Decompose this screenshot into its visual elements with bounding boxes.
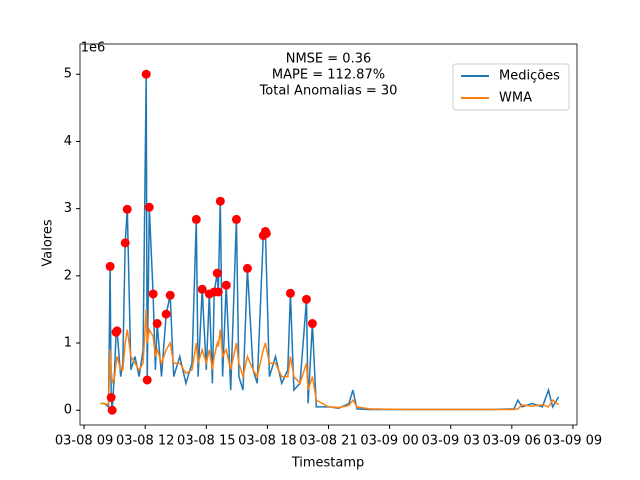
anomaly-point bbox=[105, 261, 115, 271]
y-tick-label: 4 bbox=[64, 134, 72, 149]
anomaly-point bbox=[142, 375, 152, 385]
x-tick-label: 03-08 09 bbox=[55, 434, 113, 449]
x-tick-label: 03-08 18 bbox=[238, 434, 296, 449]
x-axis-label: Timestamp bbox=[291, 456, 365, 471]
anomaly-point bbox=[148, 289, 158, 299]
anomaly-point bbox=[197, 284, 207, 294]
anomaly-point bbox=[213, 287, 223, 297]
anomaly-point bbox=[122, 204, 132, 214]
anomaly-point bbox=[307, 319, 317, 329]
x-tick-label: 03-08 21 bbox=[299, 434, 357, 449]
anomaly-point bbox=[120, 238, 130, 248]
anomaly-point bbox=[191, 214, 201, 224]
plot-frame bbox=[79, 43, 578, 426]
x-tick-label: 03-09 06 bbox=[483, 434, 541, 449]
y-tick-label: 1 bbox=[64, 336, 72, 351]
y-offset-label: 1e6 bbox=[81, 41, 106, 56]
x-tick-label: 03-08 15 bbox=[177, 434, 235, 449]
anomaly-point bbox=[221, 280, 231, 290]
annotation: Total Anomalias = 30 bbox=[259, 84, 398, 99]
anomaly-point bbox=[107, 405, 117, 415]
y-tick-label: 0 bbox=[64, 403, 72, 418]
x-tick-label: 03-09 00 bbox=[360, 434, 418, 449]
anomaly-point bbox=[152, 319, 162, 329]
anomaly-point bbox=[112, 326, 122, 336]
anomaly-point bbox=[215, 196, 225, 206]
anomaly-point bbox=[231, 214, 241, 224]
legend-label: WMA bbox=[499, 91, 532, 106]
annotation: MAPE = 112.87% bbox=[272, 68, 385, 83]
anomaly-point bbox=[302, 294, 312, 304]
anomaly-point bbox=[141, 69, 151, 79]
x-tick-label: 03-08 12 bbox=[116, 434, 174, 449]
anomaly-point bbox=[165, 290, 175, 300]
y-axis-label: Valores bbox=[41, 219, 56, 266]
series-line bbox=[100, 309, 560, 411]
anomaly-point bbox=[144, 202, 154, 212]
legend-label: Medições bbox=[499, 69, 560, 84]
x-tick-label: 03-09 09 bbox=[544, 434, 602, 449]
y-tick-label: 2 bbox=[64, 268, 72, 283]
y-tick-label: 3 bbox=[64, 201, 72, 216]
annotation: NMSE = 0.36 bbox=[286, 52, 372, 67]
anomaly-point bbox=[106, 392, 116, 402]
anomaly-point bbox=[212, 268, 222, 278]
anomaly-point bbox=[161, 309, 171, 319]
y-tick-label: 5 bbox=[64, 67, 72, 82]
x-tick-label: 03-09 03 bbox=[421, 434, 479, 449]
anomaly-point bbox=[285, 288, 295, 298]
anomaly-point bbox=[261, 228, 271, 238]
anomaly-point bbox=[242, 263, 252, 273]
